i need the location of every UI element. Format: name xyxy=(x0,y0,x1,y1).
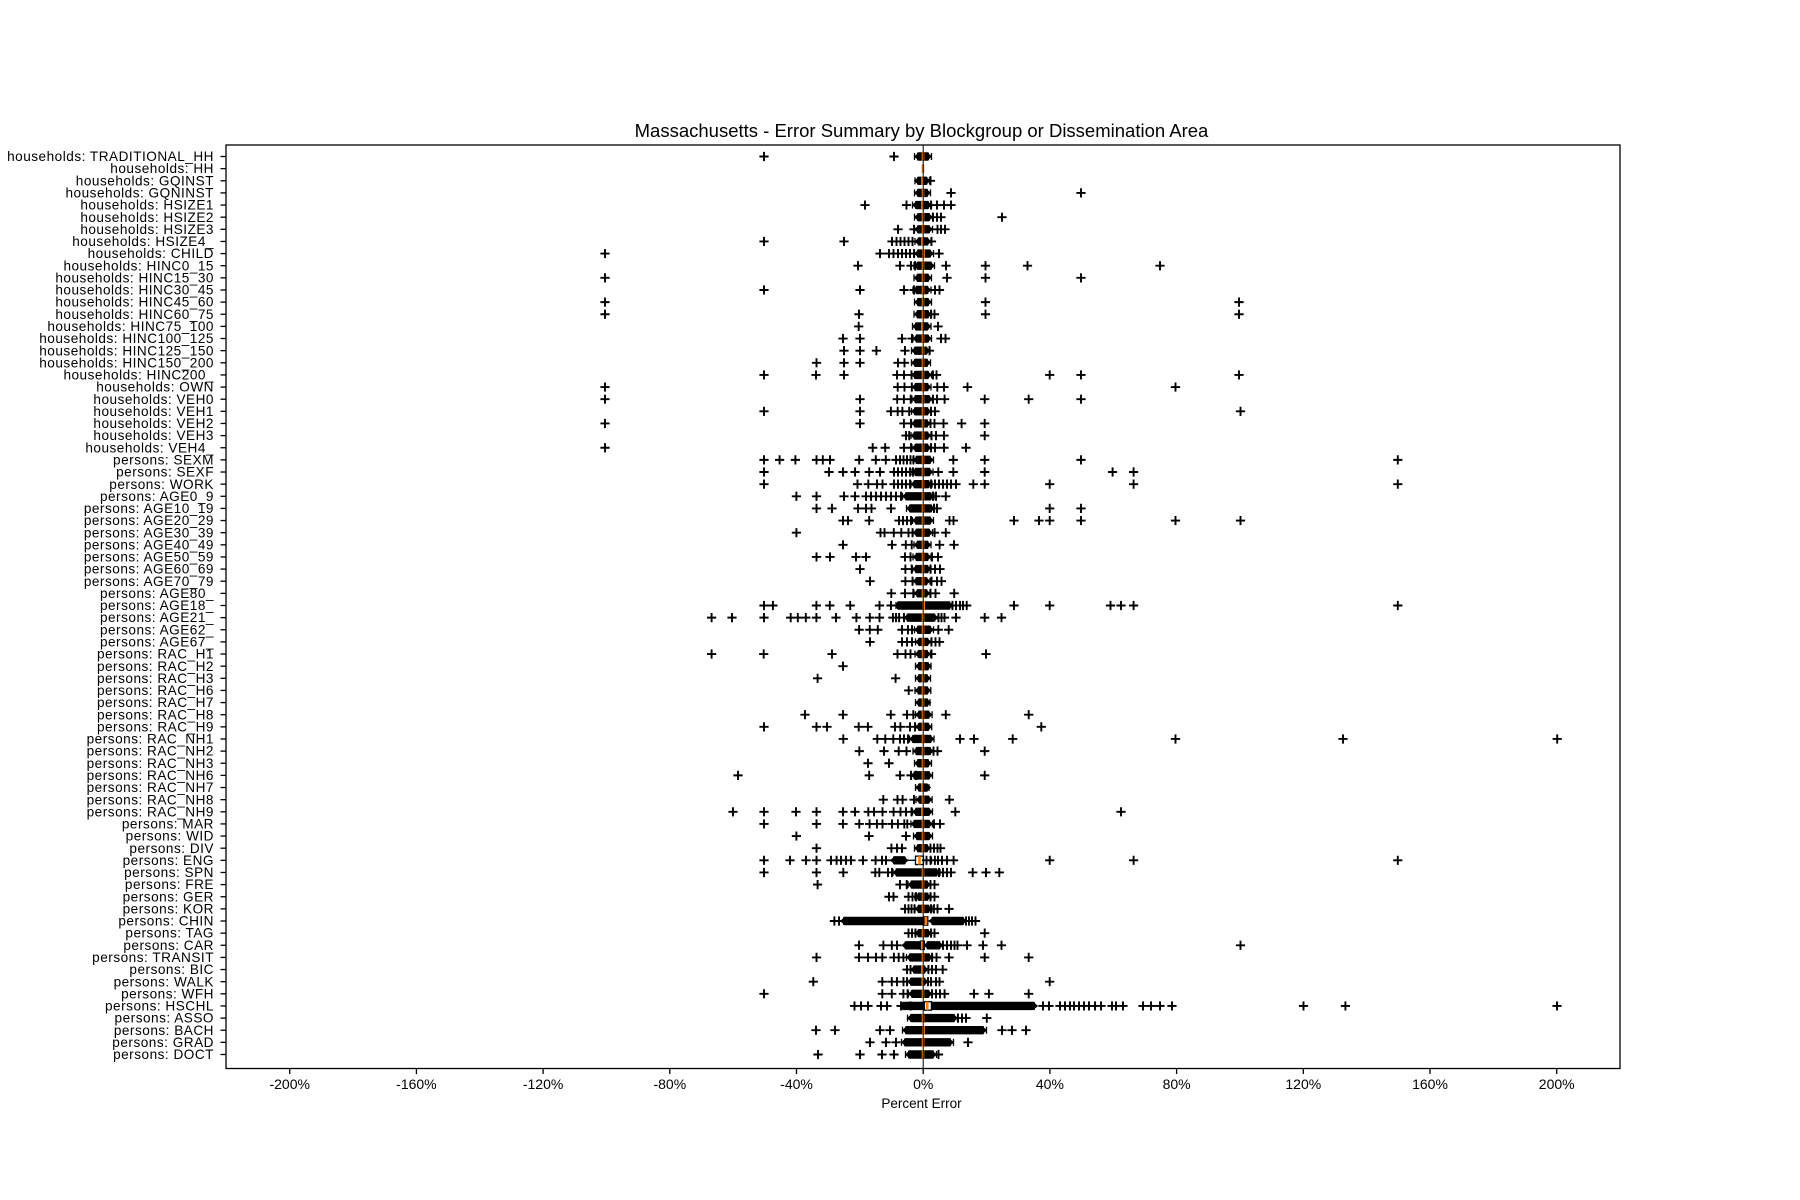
svg-text:persons: BIC: persons: BIC xyxy=(129,962,214,977)
svg-text:households: HINC15_30: households: HINC15_30 xyxy=(55,270,214,285)
svg-text:households: VEH0: households: VEH0 xyxy=(93,392,214,407)
svg-text:persons: AGE50_59: persons: AGE50_59 xyxy=(84,550,214,565)
svg-text:-160%: -160% xyxy=(396,1076,436,1092)
svg-text:persons: ENG: persons: ENG xyxy=(123,853,214,868)
svg-text:persons: RAC_H7: persons: RAC_H7 xyxy=(97,695,214,710)
svg-text:households: HINC125_150: households: HINC125_150 xyxy=(39,343,214,358)
svg-text:persons: SPN: persons: SPN xyxy=(124,865,214,880)
svg-text:persons: TAG: persons: TAG xyxy=(125,926,214,941)
svg-text:persons: RAC_NH8: persons: RAC_NH8 xyxy=(87,792,214,807)
svg-text:persons: CAR: persons: CAR xyxy=(123,938,214,953)
svg-text:120%: 120% xyxy=(1285,1076,1321,1092)
svg-text:persons: RAC_H9: persons: RAC_H9 xyxy=(97,719,214,734)
svg-text:persons: RAC_H2: persons: RAC_H2 xyxy=(97,659,214,674)
svg-text:persons: RAC_NH3: persons: RAC_NH3 xyxy=(87,756,214,771)
svg-text:households: HINC60_75: households: HINC60_75 xyxy=(55,307,214,322)
svg-text:households: HINC30_45: households: HINC30_45 xyxy=(55,283,214,298)
svg-text:persons: RAC_NH9: persons: RAC_NH9 xyxy=(87,804,214,819)
svg-text:persons: ASSO: persons: ASSO xyxy=(115,1011,214,1026)
svg-text:persons: RAC_H6: persons: RAC_H6 xyxy=(97,683,214,698)
svg-text:persons: SEXM: persons: SEXM xyxy=(113,452,214,467)
svg-text:Percent Error: Percent Error xyxy=(881,1096,962,1111)
svg-text:households: VEH4_: households: VEH4_ xyxy=(85,440,214,455)
svg-text:persons: AGE21_: persons: AGE21_ xyxy=(100,610,214,625)
svg-text:persons: RAC_H1: persons: RAC_H1 xyxy=(97,647,214,662)
svg-text:persons: WFH: persons: WFH xyxy=(121,986,214,1001)
svg-text:households: HSIZE2: households: HSIZE2 xyxy=(80,210,214,225)
svg-text:persons: HSCHL: persons: HSCHL xyxy=(105,999,214,1014)
svg-text:-120%: -120% xyxy=(523,1076,563,1092)
svg-text:persons: MAR: persons: MAR xyxy=(122,817,214,832)
svg-text:households: HINC150_200: households: HINC150_200 xyxy=(39,355,214,370)
svg-text:persons: GER: persons: GER xyxy=(123,889,214,904)
svg-text:persons: RAC_H8: persons: RAC_H8 xyxy=(97,707,214,722)
svg-text:persons: TRANSIT: persons: TRANSIT xyxy=(92,950,214,965)
svg-text:households: CHILD: households: CHILD xyxy=(88,246,214,261)
svg-text:persons: AGE30_39: persons: AGE30_39 xyxy=(84,525,214,540)
svg-text:households: HSIZE4_: households: HSIZE4_ xyxy=(72,234,214,249)
svg-text:households: HSIZE1: households: HSIZE1 xyxy=(80,198,214,213)
svg-text:persons: SEXF: persons: SEXF xyxy=(116,465,214,480)
svg-text:households: HSIZE3: households: HSIZE3 xyxy=(80,222,214,237)
svg-text:households: OWN: households: OWN xyxy=(96,380,214,395)
svg-text:persons: AGE0_9: persons: AGE0_9 xyxy=(100,489,214,504)
svg-text:households: TRADITIONAL_HH: households: TRADITIONAL_HH xyxy=(7,149,214,164)
svg-text:persons: WALK: persons: WALK xyxy=(114,974,214,989)
svg-text:Massachusetts - Error Summary: Massachusetts - Error Summary by Blockgr… xyxy=(635,120,1209,141)
svg-text:households: HH: households: HH xyxy=(110,161,214,176)
svg-text:persons: BACH: persons: BACH xyxy=(114,1023,214,1038)
svg-text:persons: GRAD: persons: GRAD xyxy=(112,1035,214,1050)
svg-text:80%: 80% xyxy=(1163,1076,1191,1092)
svg-text:persons: RAC_NH6: persons: RAC_NH6 xyxy=(87,768,214,783)
svg-text:-200%: -200% xyxy=(269,1076,309,1092)
svg-text:persons: DOCT: persons: DOCT xyxy=(113,1047,214,1062)
svg-text:persons: AGE67_: persons: AGE67_ xyxy=(100,635,214,650)
svg-text:households: HINC45_60: households: HINC45_60 xyxy=(55,295,214,310)
svg-text:households: VEH3: households: VEH3 xyxy=(93,428,214,443)
svg-text:200%: 200% xyxy=(1539,1076,1575,1092)
svg-text:households: GQNINST: households: GQNINST xyxy=(65,186,214,201)
svg-text:households: HINC100_125: households: HINC100_125 xyxy=(39,331,214,346)
svg-text:households: VEH1: households: VEH1 xyxy=(93,404,214,419)
svg-text:40%: 40% xyxy=(1036,1076,1064,1092)
svg-text:persons: RAC_NH1: persons: RAC_NH1 xyxy=(87,732,214,747)
svg-text:persons: RAC_NH2: persons: RAC_NH2 xyxy=(87,744,214,759)
svg-text:persons: WID: persons: WID xyxy=(126,829,214,844)
svg-text:persons: RAC_H3: persons: RAC_H3 xyxy=(97,671,214,686)
svg-text:persons: DIV: persons: DIV xyxy=(129,841,214,856)
svg-text:persons: CHIN: persons: CHIN xyxy=(118,914,214,929)
svg-text:persons: AGE62_: persons: AGE62_ xyxy=(100,622,214,637)
svg-text:households: HINC75_100: households: HINC75_100 xyxy=(47,319,214,334)
svg-text:households: HINC0_15: households: HINC0_15 xyxy=(63,258,214,273)
svg-text:persons: AGE80_: persons: AGE80_ xyxy=(100,586,214,601)
svg-text:persons: WORK: persons: WORK xyxy=(109,477,214,492)
svg-text:persons: AGE40_49: persons: AGE40_49 xyxy=(84,537,214,552)
svg-text:160%: 160% xyxy=(1412,1076,1448,1092)
svg-text:persons: AGE70_79: persons: AGE70_79 xyxy=(84,574,214,589)
svg-text:0%: 0% xyxy=(913,1076,933,1092)
svg-text:persons: AGE18_: persons: AGE18_ xyxy=(100,598,214,613)
svg-text:persons: AGE20_29: persons: AGE20_29 xyxy=(84,513,214,528)
svg-text:households: HINC200_: households: HINC200_ xyxy=(63,368,214,383)
svg-text:-80%: -80% xyxy=(653,1076,686,1092)
svg-text:persons: RAC_NH7: persons: RAC_NH7 xyxy=(87,780,214,795)
svg-text:persons: KOR: persons: KOR xyxy=(123,901,214,916)
svg-text:households: GQINST: households: GQINST xyxy=(76,173,214,188)
svg-text:persons: AGE60_69: persons: AGE60_69 xyxy=(84,562,214,577)
svg-text:persons: AGE10_19: persons: AGE10_19 xyxy=(84,501,214,516)
svg-text:households: VEH2: households: VEH2 xyxy=(93,416,214,431)
svg-text:-40%: -40% xyxy=(780,1076,813,1092)
svg-text:persons: FRE: persons: FRE xyxy=(125,877,214,892)
